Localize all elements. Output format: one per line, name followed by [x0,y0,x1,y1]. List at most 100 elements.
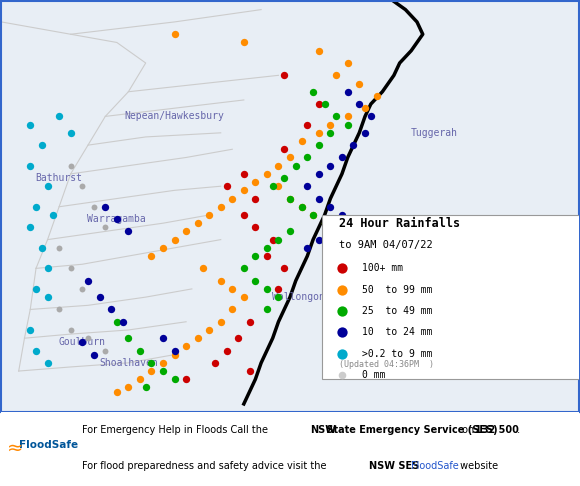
Point [112,318,121,326]
Point [262,244,271,252]
Point [262,306,271,313]
Point [66,326,75,334]
Point [216,277,226,285]
Point [274,293,283,301]
Point [118,318,127,326]
Text: >0.2 to 9 mm: >0.2 to 9 mm [362,349,433,359]
Point [205,211,214,219]
Point [55,112,64,120]
Point [372,92,381,100]
Point [55,244,64,252]
Point [332,112,341,120]
Text: NSW: NSW [310,425,336,435]
Point [314,129,324,137]
Text: Shoalhaven: Shoalhaven [99,358,158,368]
Point [338,350,347,358]
Point [112,215,121,223]
Point [262,170,271,178]
Point [280,145,289,153]
Point [26,224,35,231]
Point [84,334,93,342]
Point [338,286,347,294]
Point [274,285,283,293]
Point [124,334,133,342]
Point [43,182,52,190]
Point [268,182,277,190]
Text: FloodSafe: FloodSafe [411,462,459,471]
Point [326,121,335,128]
Point [170,236,179,243]
Point [349,141,358,149]
Point [274,236,283,243]
Point [338,371,347,379]
Text: Warragamba: Warragamba [88,214,146,224]
Point [274,182,283,190]
Point [66,264,75,272]
Point [326,224,335,231]
Point [239,170,248,178]
Point [366,112,375,120]
Point [158,334,168,342]
Point [245,318,254,326]
Point [338,154,347,161]
Point [227,195,237,203]
Point [193,334,202,342]
Text: NSW SES: NSW SES [369,462,419,471]
Point [309,88,318,96]
Text: .: . [514,425,520,435]
Point [354,80,364,87]
Point [170,375,179,383]
Point [216,203,226,210]
Point [332,71,341,79]
Point [303,121,312,128]
Point [320,100,329,108]
Point [251,224,260,231]
Point [222,182,231,190]
Point [170,347,179,354]
Text: Bathurst: Bathurst [35,173,82,183]
Point [101,203,110,210]
Point [303,244,312,252]
Point [314,170,324,178]
Point [43,293,52,301]
Point [274,162,283,170]
Point [124,227,133,235]
Point [135,347,144,354]
Point [338,307,347,315]
Point [158,359,168,367]
Point [182,227,191,235]
Point [182,343,191,350]
Text: ≈: ≈ [7,439,24,458]
Point [222,347,231,354]
Point [239,211,248,219]
Point [251,195,260,203]
Point [89,203,99,210]
Point [141,383,150,391]
Point [106,306,115,313]
Point [101,347,110,354]
Point [354,100,364,108]
Text: Wollongong: Wollongong [272,292,331,302]
Point [147,252,156,260]
Point [343,236,353,243]
Point [66,129,75,137]
Point [37,244,46,252]
Point [26,162,35,170]
Point [31,285,41,293]
Point [338,264,347,272]
Point [43,359,52,367]
Point [303,182,312,190]
Point [297,203,306,210]
Text: website: website [458,462,499,471]
Point [182,375,191,383]
Point [309,211,318,219]
Point [297,137,306,145]
Point [55,306,64,313]
Text: on: on [459,425,477,435]
Point [360,104,369,112]
Point [262,285,271,293]
Point [26,121,35,128]
Point [239,293,248,301]
Point [101,224,110,231]
Point [320,219,329,227]
